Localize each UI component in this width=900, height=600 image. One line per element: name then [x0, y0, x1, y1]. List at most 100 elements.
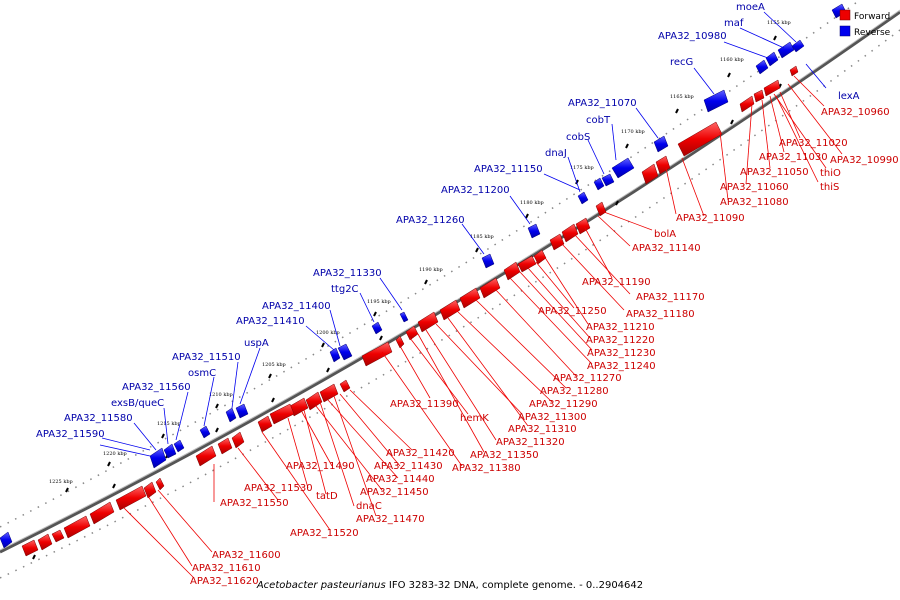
gene-forward[interactable]	[361, 341, 393, 367]
gene-label[interactable]: APA32_11440	[366, 474, 435, 485]
gene-reverse[interactable]	[329, 347, 341, 363]
gene-forward[interactable]	[155, 477, 165, 491]
gene-forward[interactable]	[305, 391, 323, 411]
gene-label[interactable]: APA32_11220	[586, 335, 655, 346]
gene-forward[interactable]	[677, 121, 723, 157]
gene-label[interactable]: APA32_11530	[244, 483, 313, 494]
gene-label[interactable]: APA32_11190	[582, 277, 651, 288]
gene-forward[interactable]	[533, 249, 547, 265]
gene-label[interactable]: APA32_11180	[626, 309, 695, 320]
gene-label[interactable]: APA32_11140	[632, 243, 701, 254]
gene-reverse[interactable]	[653, 135, 669, 153]
gene-label[interactable]: APA32_11150	[474, 164, 543, 175]
gene-forward[interactable]	[63, 515, 91, 539]
gene-label[interactable]: APA32_11320	[496, 437, 565, 448]
gene-label[interactable]: maf	[724, 18, 744, 29]
gene-label[interactable]: hemK	[460, 413, 489, 424]
gene-forward[interactable]	[21, 539, 39, 557]
gene-label[interactable]: APA32_11450	[360, 487, 429, 498]
gene-label[interactable]: APA32_11260	[396, 215, 465, 226]
gene-reverse[interactable]	[481, 253, 495, 269]
gene-forward[interactable]	[339, 379, 351, 393]
gene-forward[interactable]	[753, 89, 765, 103]
gene-label[interactable]: tatD	[316, 491, 338, 502]
gene-label[interactable]: APA32_11070	[568, 98, 637, 109]
gene-reverse[interactable]	[399, 311, 409, 323]
gene-forward[interactable]	[395, 335, 405, 349]
gene-reverse[interactable]	[225, 407, 237, 423]
gene-label[interactable]: APA32_11510	[172, 352, 241, 363]
gene-forward[interactable]	[641, 163, 659, 185]
gene-reverse[interactable]	[593, 177, 605, 191]
gene-label[interactable]: APA32_11590	[36, 429, 105, 440]
gene-label[interactable]: APA32_11270	[553, 373, 622, 384]
gene-label[interactable]: APA32_11310	[508, 424, 577, 435]
gene-label[interactable]: APA32_11300	[518, 412, 587, 423]
gene-label[interactable]: recG	[670, 57, 693, 68]
gene-label[interactable]: APA32_11520	[290, 528, 359, 539]
gene-label[interactable]: APA32_11290	[529, 399, 598, 410]
gene-label[interactable]: APA32_11420	[386, 448, 455, 459]
gene-label[interactable]: APA32_11210	[586, 322, 655, 333]
gene-label[interactable]: cobS	[566, 132, 590, 143]
gene-label[interactable]: APA32_11230	[587, 348, 656, 359]
gene-label[interactable]: osmC	[188, 368, 216, 379]
gene-label[interactable]: APA32_11470	[356, 514, 425, 525]
gene-reverse[interactable]	[765, 51, 779, 67]
gene-reverse[interactable]	[755, 59, 769, 75]
gene-label[interactable]: APA32_11200	[441, 185, 510, 196]
gene-forward[interactable]	[739, 95, 755, 113]
gene-label[interactable]: APA32_11610	[192, 563, 261, 574]
gene-forward[interactable]	[459, 287, 481, 309]
gene-label[interactable]: thiO	[820, 168, 841, 179]
gene-label[interactable]: dnaC	[356, 501, 382, 512]
gene-forward[interactable]	[143, 481, 157, 499]
gene-forward[interactable]	[257, 415, 273, 433]
gene-reverse[interactable]	[235, 403, 249, 419]
gene-label[interactable]: ttg2C	[331, 284, 359, 295]
gene-label[interactable]: APA32_11380	[452, 463, 521, 474]
gene-reverse[interactable]	[199, 425, 211, 439]
gene-forward[interactable]	[439, 299, 461, 321]
gene-reverse[interactable]	[703, 89, 729, 113]
gene-label[interactable]: APA32_11030	[759, 152, 828, 163]
gene-label[interactable]: bolA	[654, 229, 676, 240]
gene-label[interactable]: dnaJ	[545, 148, 567, 159]
gene-label[interactable]: APA32_11410	[236, 316, 305, 327]
gene-forward[interactable]	[195, 445, 217, 467]
gene-forward[interactable]	[269, 403, 295, 425]
gene-forward[interactable]	[319, 383, 339, 403]
gene-forward[interactable]	[561, 223, 579, 243]
gene-forward[interactable]	[37, 533, 53, 551]
gene-label[interactable]: APA32_11430	[374, 461, 443, 472]
gene-forward[interactable]	[789, 65, 799, 77]
gene-reverse[interactable]	[791, 39, 805, 53]
gene-label[interactable]: APA32_11090	[676, 213, 745, 224]
gene-label[interactable]: uspA	[244, 338, 269, 349]
gene-forward[interactable]	[417, 311, 439, 333]
gene-forward[interactable]	[231, 431, 245, 449]
gene-label[interactable]: APA32_11390	[390, 399, 459, 410]
gene-reverse[interactable]	[0, 531, 13, 549]
gene-label[interactable]: exsB/queC	[111, 398, 164, 409]
gene-label[interactable]: APA32_11280	[540, 386, 609, 397]
gene-reverse[interactable]	[163, 443, 177, 459]
gene-forward[interactable]	[517, 255, 537, 273]
gene-label[interactable]: APA32_11620	[190, 576, 259, 587]
gene-reverse[interactable]	[601, 173, 615, 187]
gene-label[interactable]: APA32_11550	[220, 498, 289, 509]
gene-label[interactable]: cobT	[586, 115, 611, 126]
gene-forward[interactable]	[51, 529, 65, 543]
gene-forward[interactable]	[595, 201, 607, 217]
gene-label[interactable]: APA32_11580	[64, 413, 133, 424]
gene-label[interactable]: moeA	[736, 2, 765, 13]
gene-reverse[interactable]	[337, 343, 353, 361]
gene-label[interactable]: APA32_10990	[830, 155, 899, 166]
gene-label[interactable]: APA32_11600	[212, 550, 281, 561]
gene-forward[interactable]	[217, 437, 233, 455]
gene-label[interactable]: APA32_11250	[538, 306, 607, 317]
gene-label[interactable]: APA32_11560	[122, 382, 191, 393]
gene-reverse[interactable]	[527, 223, 541, 239]
gene-label[interactable]: thiS	[820, 182, 839, 193]
gene-reverse[interactable]	[149, 447, 167, 469]
